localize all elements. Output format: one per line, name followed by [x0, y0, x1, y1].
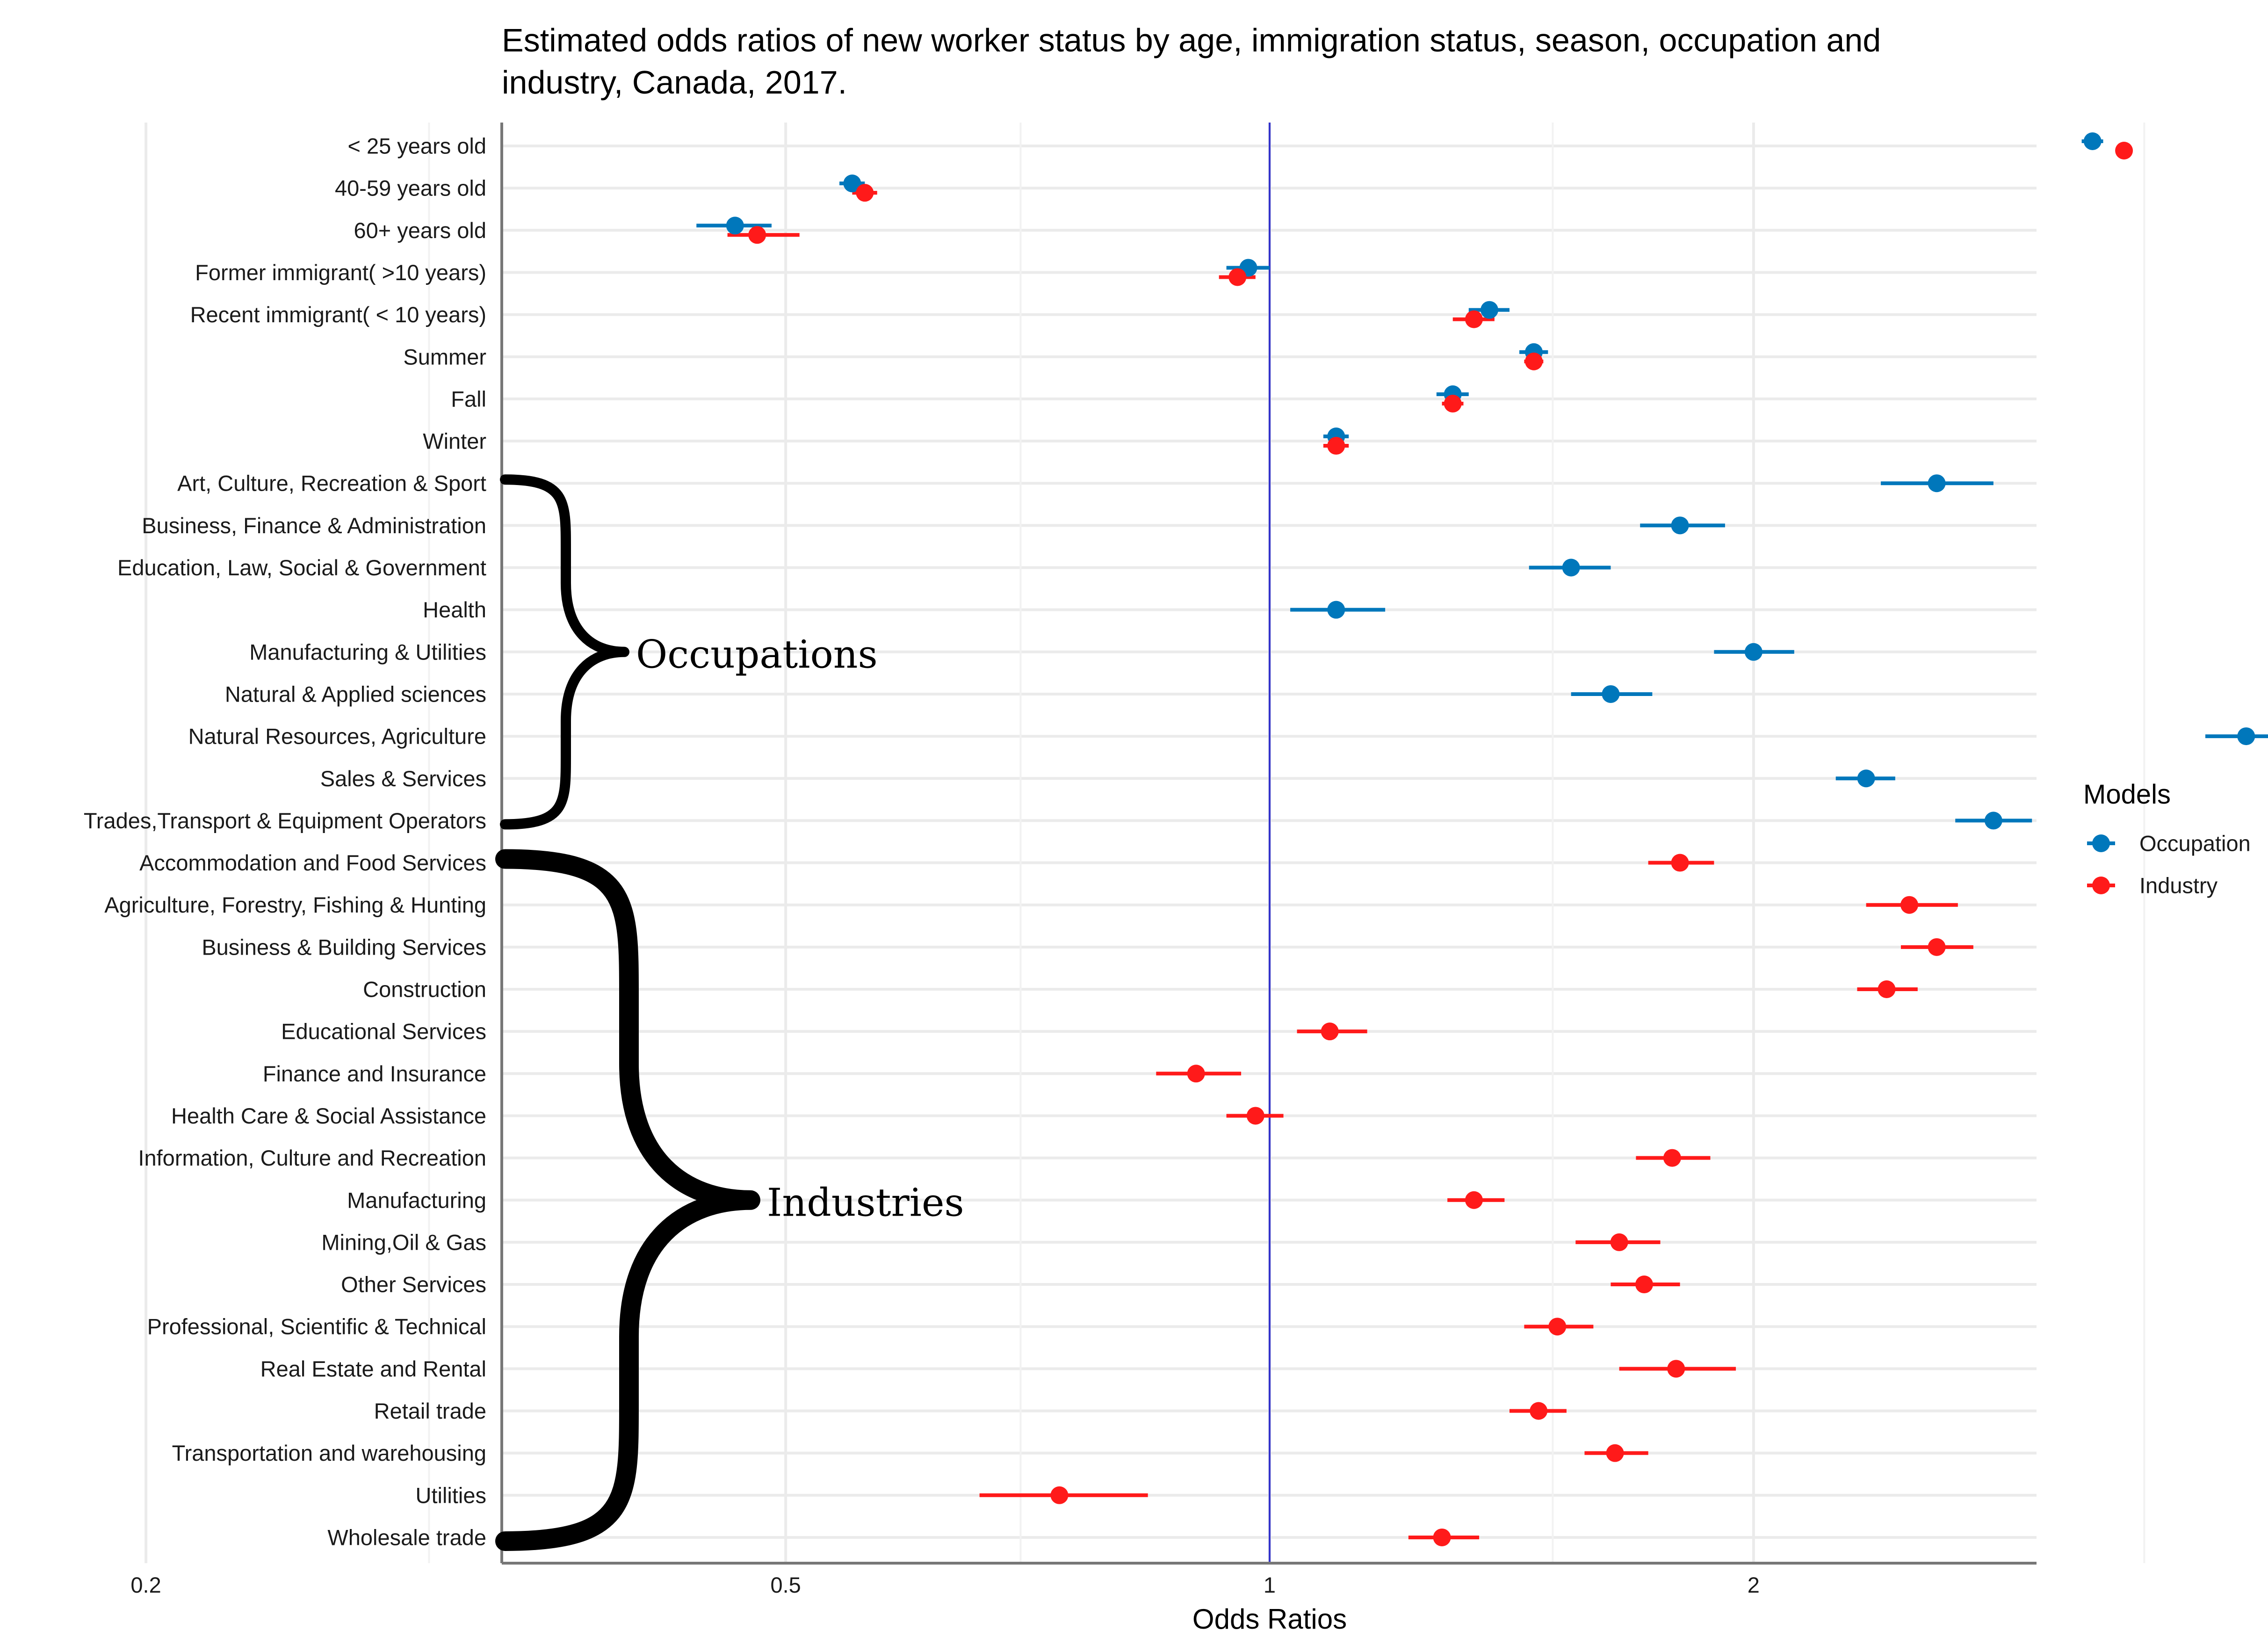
brace-label-occupations: Occupations [636, 632, 878, 677]
point-occupation-manufacturing-utilities [1744, 643, 1762, 661]
x-tick-label: 0.2 [130, 1573, 161, 1597]
point-industry-retail-trade [1530, 1402, 1548, 1420]
y-label-manufacturing-utilities: Manufacturing & Utilities [249, 639, 486, 664]
y-label-60-years-old: 60+ years old [354, 218, 487, 243]
point-industry-25-years-old [2115, 142, 2133, 159]
y-label-retail-trade: Retail trade [374, 1399, 486, 1423]
point-industry-utilities [1050, 1486, 1069, 1504]
point-occupation-sales-services [1857, 769, 1875, 788]
y-label-natural-applied-sciences: Natural & Applied sciences [225, 681, 486, 706]
point-occupation-60-years-old [726, 217, 744, 235]
point-industry-manufacturing [1465, 1191, 1483, 1209]
point-industry-educational-services [1321, 1022, 1339, 1041]
chart-title: Estimated odds ratios of new worker stat… [502, 22, 1881, 101]
x-tick-label: 0.5 [770, 1573, 801, 1597]
y-label-business-finance-administration: Business, Finance & Administration [142, 513, 486, 538]
y-label-winter: Winter [423, 429, 486, 454]
point-industry-professional-scientific-technical [1548, 1318, 1567, 1336]
legend-title: Models [2083, 779, 2171, 810]
y-label-business-building-services: Business & Building Services [202, 935, 486, 959]
brace-occupations [500, 474, 629, 830]
y-label-construction: Construction [363, 977, 486, 1002]
axes [500, 123, 2037, 1565]
group-braces: Occupations Industries [495, 474, 964, 1551]
y-label-trades-transport-equipment-operators: Trades,Transport & Equipment Operators [84, 808, 486, 833]
y-label-health-care-social-assistance: Health Care & Social Assistance [171, 1103, 486, 1128]
point-industry-real-estate-and-rental [1667, 1360, 1685, 1378]
data-points [726, 132, 2255, 1546]
y-label-educational-services: Educational Services [281, 1019, 486, 1044]
point-occupation-health [1327, 601, 1345, 619]
y-label-agriculture-forestry-fishing-hunting: Agriculture, Forestry, Fishing & Hunting [104, 892, 486, 917]
y-label-fall: Fall [451, 386, 486, 411]
y-label-sales-services: Sales & Services [320, 766, 486, 791]
y-label-mining-oil-gas: Mining,Oil & Gas [321, 1230, 486, 1254]
point-occupation-natural-applied-sciences [1602, 685, 1620, 703]
x-tick-label: 2 [1748, 1573, 1760, 1597]
x-axis-title: Odds Ratios [1192, 1603, 1347, 1635]
point-industry-fall [1444, 394, 1462, 413]
y-label-25-years-old: < 25 years old [347, 134, 486, 159]
legend-entries: Occupation Industry [2087, 831, 2251, 898]
point-industry-agriculture-forestry-fishing-hunting [1900, 896, 1919, 914]
y-axis-labels: < 25 years old 40-59 years old 60+ years o… [84, 134, 486, 1550]
point-industry-summer [1525, 352, 1543, 370]
point-industry-winter [1327, 437, 1345, 455]
y-label-summer: Summer [403, 344, 486, 369]
brace-industries [495, 849, 760, 1551]
point-occupation-recent-immigrant-10-years [1481, 301, 1499, 319]
point-occupation-art-culture-recreation-sport [1928, 474, 1946, 493]
point-occupation-25-years-old [2083, 132, 2102, 150]
point-industry-recent-immigrant-10-years [1465, 310, 1483, 328]
point-industry-40-59-years-old [856, 184, 874, 202]
chart-title-line-2: industry, Canada, 2017. [502, 64, 847, 101]
x-tick-label: 1 [1264, 1573, 1276, 1597]
point-industry-former-immigrant-10-years [1228, 268, 1247, 286]
legend-label-industry: Industry [2139, 873, 2218, 898]
point-industry-finance-and-insurance [1187, 1065, 1205, 1083]
point-industry-accommodation-and-food-services [1671, 854, 1689, 872]
point-occupation-natural-resources-agriculture [2237, 727, 2255, 746]
legend: Models Occupation Industry [2083, 779, 2251, 898]
point-occupation-40-59-years-old [843, 174, 861, 193]
point-industry-other-services [1635, 1276, 1653, 1294]
y-label-former-immigrant-10-years: Former immigrant( >10 years) [195, 260, 486, 285]
y-label-wholesale-trade: Wholesale trade [327, 1525, 486, 1550]
y-label-accommodation-and-food-services: Accommodation and Food Services [139, 850, 486, 875]
y-label-health: Health [423, 597, 486, 622]
legend-key-point-industry [2092, 877, 2110, 894]
y-label-transportation-and-warehousing: Transportation and warehousing [172, 1441, 486, 1465]
y-label-manufacturing: Manufacturing [347, 1188, 486, 1212]
point-occupation-business-finance-administration [1671, 516, 1689, 535]
legend-label-occupation: Occupation [2139, 831, 2251, 856]
point-industry-health-care-social-assistance [1246, 1107, 1264, 1125]
y-label-40-59-years-old: 40-59 years old [335, 176, 486, 201]
y-label-information-culture-and-recreation: Information, Culture and Recreation [138, 1145, 486, 1170]
point-industry-wholesale-trade [1433, 1528, 1451, 1546]
y-label-utilities: Utilities [416, 1483, 486, 1508]
legend-key-point-occupation [2092, 834, 2110, 852]
y-label-other-services: Other Services [341, 1272, 486, 1297]
chart-title-line-1: Estimated odds ratios of new worker stat… [502, 22, 1881, 58]
x-axis-tick-labels: 0.20.5125 [130, 1573, 1760, 1597]
point-industry-information-culture-and-recreation [1663, 1149, 1681, 1167]
y-label-education-law-social-government: Education, Law, Social & Government [117, 555, 486, 580]
y-label-professional-scientific-technical: Professional, Scientific & Technical [147, 1314, 486, 1339]
point-industry-construction [1878, 980, 1896, 998]
y-label-recent-immigrant-10-years: Recent immigrant( < 10 years) [190, 302, 486, 327]
point-occupation-trades-transport-equipment-operators [1984, 812, 2002, 830]
point-industry-business-building-services [1928, 938, 1946, 956]
y-label-art-culture-recreation-sport: Art, Culture, Recreation & Sport [177, 471, 486, 496]
y-label-natural-resources-agriculture: Natural Resources, Agriculture [188, 724, 486, 749]
point-industry-mining-oil-gas [1610, 1233, 1628, 1251]
y-label-real-estate-and-rental: Real Estate and Rental [260, 1356, 486, 1381]
point-industry-transportation-and-warehousing [1606, 1444, 1624, 1462]
y-label-finance-and-insurance: Finance and Insurance [263, 1061, 486, 1086]
point-occupation-education-law-social-government [1562, 558, 1580, 577]
point-industry-60-years-old [748, 226, 766, 244]
brace-label-industries: Industries [767, 1181, 964, 1225]
